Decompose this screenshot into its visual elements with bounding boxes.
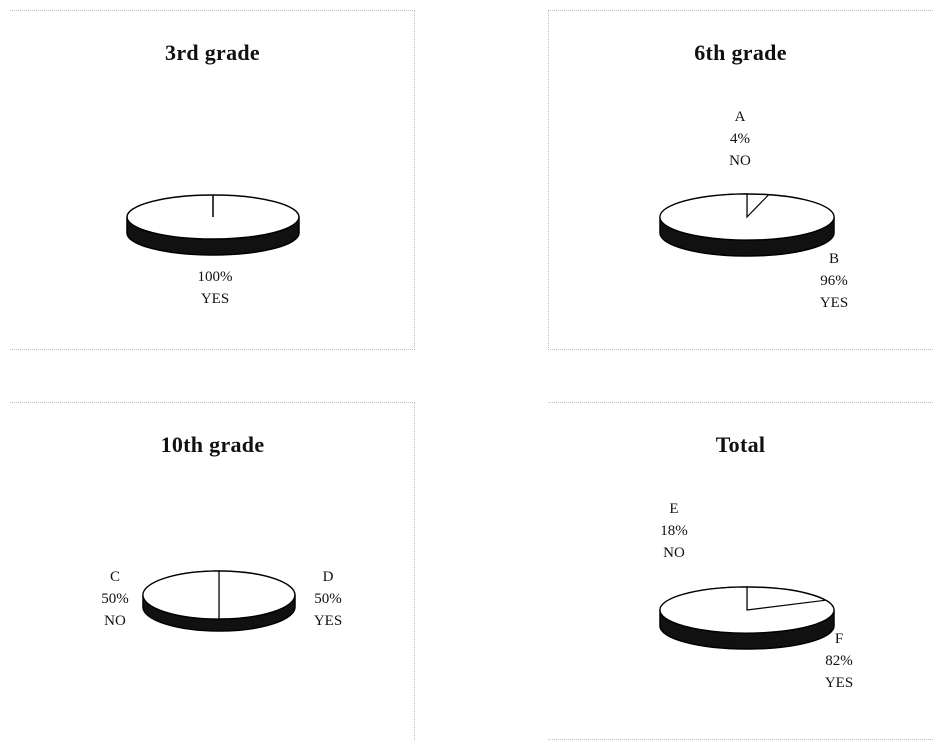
slice-name: YES: [819, 295, 849, 311]
chart-panel-total: Total E 18% NO F 82% YES: [548, 402, 933, 740]
chart-title: 10th grade: [160, 432, 265, 457]
slice-percent: 4%: [730, 131, 750, 147]
slice-name: YES: [824, 675, 854, 691]
slice-label-b: B 96% YES: [799, 248, 869, 314]
pie-chart-total: [659, 586, 835, 650]
slice-percent: 50%: [314, 591, 342, 607]
pie-slice-f: [659, 586, 835, 634]
slice-letter: B: [828, 251, 839, 267]
slice-letter: C: [109, 569, 120, 585]
pie-chart-6th-grade: [659, 193, 835, 257]
slice-letter: F: [834, 631, 844, 647]
slice-name: NO: [663, 545, 685, 561]
slice-label-a: A 4% NO: [705, 106, 775, 172]
chart-title: 3rd grade: [165, 40, 260, 65]
slice-label-c: C 50% NO: [80, 566, 150, 632]
slice-label-d: D 50% YES: [293, 566, 363, 632]
slice-label-yes: 100% YES: [180, 266, 250, 310]
pie-slice-d: [142, 570, 220, 620]
slice-label-f: F 82% YES: [804, 628, 874, 694]
chart-title: 6th grade: [694, 40, 787, 65]
slice-label-e: E 18% NO: [639, 498, 709, 564]
slice-letter: E: [669, 501, 679, 517]
chart-panel-10th-grade: 10th grade C 50% NO D 50% YES: [10, 402, 415, 740]
chart-panel-6th-grade: 6th grade A 4% NO B 96% YES: [548, 10, 933, 350]
slice-name: NO: [104, 613, 126, 629]
slice-letter: D: [322, 569, 334, 585]
slice-letter: A: [734, 109, 746, 125]
slice-percent: 96%: [820, 273, 848, 289]
slice-name: NO: [729, 153, 751, 169]
chart-panel-3rd-grade: 3rd grade 100% YES: [10, 10, 415, 350]
pie-chart-3rd-grade: [126, 194, 300, 256]
slice-name: YES: [200, 291, 230, 307]
slice-percent: 100%: [197, 269, 233, 285]
pie-chart-10th-grade: [142, 570, 296, 632]
slice-percent: 50%: [101, 591, 129, 607]
slice-name: YES: [313, 613, 343, 629]
chart-title: Total: [715, 432, 766, 457]
slice-percent: 82%: [825, 653, 853, 669]
slice-percent: 18%: [660, 523, 688, 539]
pie-slice-b: [659, 193, 835, 241]
